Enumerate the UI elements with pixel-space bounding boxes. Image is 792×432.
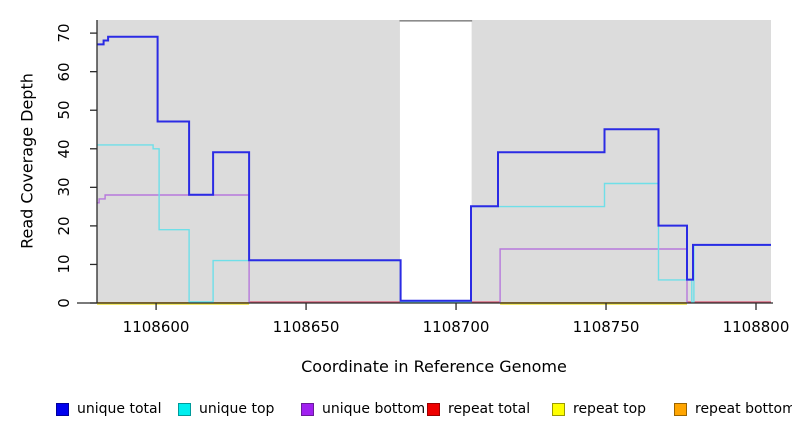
y-axis-title: Read Coverage Depth bbox=[17, 73, 37, 249]
x-tick-label: 1108800 bbox=[722, 318, 790, 336]
legend: unique total unique top unique bottom repea… bbox=[0, 398, 792, 418]
legend-item-unique-top: unique top bbox=[178, 400, 274, 418]
x-axis-title: Coordinate in Reference Genome bbox=[301, 357, 567, 376]
y-tick-label: 50 bbox=[55, 100, 73, 120]
y-tick-label: 10 bbox=[55, 254, 73, 274]
y-tick-label: 40 bbox=[55, 139, 73, 159]
coverage-gap-region bbox=[399, 20, 472, 303]
x-tick-label: 1108750 bbox=[572, 318, 640, 336]
legend-label: unique top bbox=[199, 401, 275, 417]
legend-label: repeat bottom bbox=[695, 401, 792, 417]
legend-swatch-unique-top bbox=[178, 402, 191, 416]
legend-item-repeat-total: repeat total bbox=[427, 400, 530, 418]
x-tick-label: 1108650 bbox=[272, 318, 340, 336]
legend-swatch-unique-bottom bbox=[301, 402, 314, 416]
legend-item-unique-bottom: unique bottom bbox=[301, 400, 425, 418]
legend-label: repeat total bbox=[448, 401, 531, 417]
legend-label: repeat top bbox=[573, 401, 647, 417]
y-tick-label: 30 bbox=[55, 177, 73, 197]
legend-swatch-repeat-top bbox=[552, 402, 565, 416]
y-tick-label: 20 bbox=[55, 216, 73, 236]
legend-swatch-repeat-bottom bbox=[674, 402, 687, 416]
legend-item-repeat-bottom: repeat bottom bbox=[674, 400, 792, 418]
legend-swatch-unique-total bbox=[56, 402, 69, 416]
y-tick-label: 60 bbox=[55, 62, 73, 82]
x-tick-label: 1108600 bbox=[122, 318, 190, 336]
legend-label: unique total bbox=[77, 401, 162, 417]
y-tick-label: 0 bbox=[55, 298, 73, 308]
legend-item-unique-total: unique total bbox=[56, 400, 161, 418]
legend-swatch-repeat-total bbox=[427, 402, 440, 416]
series-line-unique-total bbox=[97, 35, 771, 302]
legend-label: unique bottom bbox=[322, 401, 426, 417]
y-tick-label: 70 bbox=[55, 23, 73, 43]
legend-item-repeat-top: repeat top bbox=[552, 400, 646, 418]
x-tick-label: 1108700 bbox=[422, 318, 490, 336]
